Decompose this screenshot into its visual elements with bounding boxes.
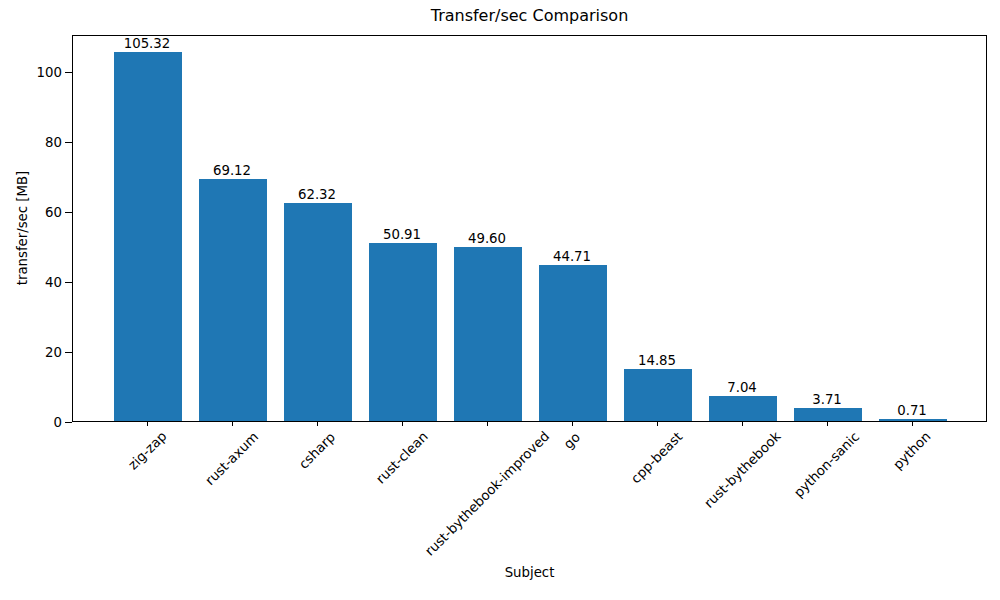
bar-value-label: 69.12 — [213, 164, 251, 177]
bar-value-label: 0.71 — [897, 404, 927, 417]
y-tick-label: 40 — [12, 276, 62, 289]
bar-value-label: 50.91 — [383, 228, 421, 241]
y-tick-label: 100 — [12, 66, 62, 79]
x-tick-label: csharp — [296, 430, 339, 473]
x-tick-label: python-sanic — [791, 429, 863, 501]
y-tick — [65, 352, 72, 353]
x-tick-label: python — [890, 429, 934, 473]
y-tick — [65, 282, 72, 283]
y-tick — [65, 72, 72, 73]
x-tick — [742, 422, 743, 426]
x-tick-label: zig-zap — [125, 429, 170, 474]
bar-value-label: 3.71 — [812, 393, 842, 406]
x-tick — [657, 422, 658, 426]
y-tick — [65, 422, 72, 423]
y-tick-label: 0 — [12, 416, 62, 429]
x-tick — [317, 422, 318, 426]
y-tick-label: 20 — [12, 346, 62, 359]
bar — [369, 243, 437, 421]
bar — [879, 419, 947, 421]
y-tick-label: 60 — [12, 206, 62, 219]
bar — [709, 396, 777, 421]
chart-title: Transfer/sec Comparison — [72, 6, 987, 25]
bar-value-label: 44.71 — [553, 250, 591, 263]
bar — [539, 265, 607, 421]
y-axis-label: transfer/sec [MB] — [15, 171, 30, 286]
bar — [454, 247, 522, 421]
bar — [624, 369, 692, 421]
y-tick-label: 80 — [12, 136, 62, 149]
x-tick — [232, 422, 233, 426]
x-tick-label: go — [561, 429, 584, 452]
bar-value-label: 49.60 — [468, 232, 506, 245]
x-tick-label: rust-axum — [202, 429, 262, 489]
bar — [114, 52, 182, 421]
bar-value-label: 14.85 — [638, 354, 676, 367]
x-tick — [487, 422, 488, 426]
bar-value-label: 7.04 — [727, 381, 757, 394]
bar — [794, 408, 862, 421]
bar-chart-figure: Transfer/sec Comparison transfer/sec [MB… — [0, 0, 1000, 600]
x-tick — [572, 422, 573, 426]
bar — [199, 179, 267, 421]
x-tick — [827, 422, 828, 426]
y-tick — [65, 212, 72, 213]
x-tick-label: cpp-beast — [628, 429, 686, 487]
plot-area — [72, 35, 987, 422]
bar-value-label: 105.32 — [124, 37, 171, 50]
x-tick-label: rust-clean — [373, 429, 431, 487]
x-tick — [912, 422, 913, 426]
x-axis-label: Subject — [72, 565, 987, 580]
bar-value-label: 62.32 — [298, 188, 336, 201]
x-tick — [147, 422, 148, 426]
x-tick — [402, 422, 403, 426]
x-tick-label: rust-bythebook-improved — [422, 429, 553, 560]
y-tick — [65, 142, 72, 143]
x-tick-label: rust-bythebook — [701, 428, 784, 511]
bar — [284, 203, 352, 421]
